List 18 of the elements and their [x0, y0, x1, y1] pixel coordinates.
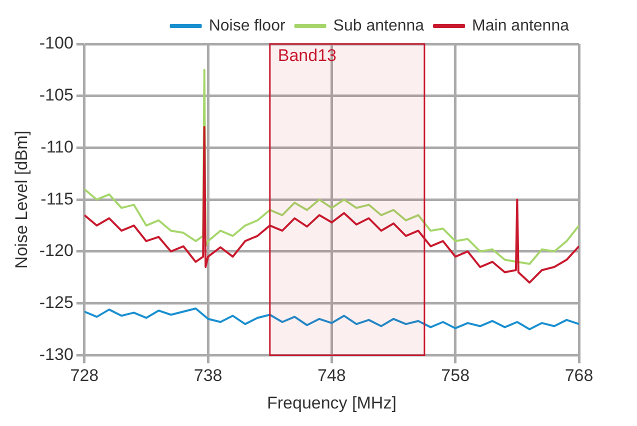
y-tick-label: -105: [39, 86, 74, 105]
y-tick-label: -110: [40, 137, 74, 156]
x-tick-label: 748: [318, 366, 346, 386]
y-tick-label: -115: [40, 189, 74, 208]
y-tick-label: -125: [39, 293, 74, 312]
x-tick-label: 728: [70, 366, 99, 386]
legend-label: Noise floor: [208, 17, 286, 34]
x-tick-label: 768: [564, 366, 594, 386]
x-axis-title: Frequency [MHz]: [266, 393, 396, 412]
y-tick-label: -120: [39, 241, 74, 260]
band-label: Band13: [278, 46, 337, 66]
y-tick-label: -100: [39, 34, 74, 53]
legend-label: Main antenna: [472, 17, 570, 34]
x-tick-label: 738: [194, 366, 222, 386]
y-axis-title: Noise Level [dBm]: [12, 130, 31, 269]
x-tick-label: 758: [441, 366, 470, 386]
y-tick-label: -130: [39, 344, 74, 364]
legend-label: Sub antenna: [333, 17, 424, 34]
